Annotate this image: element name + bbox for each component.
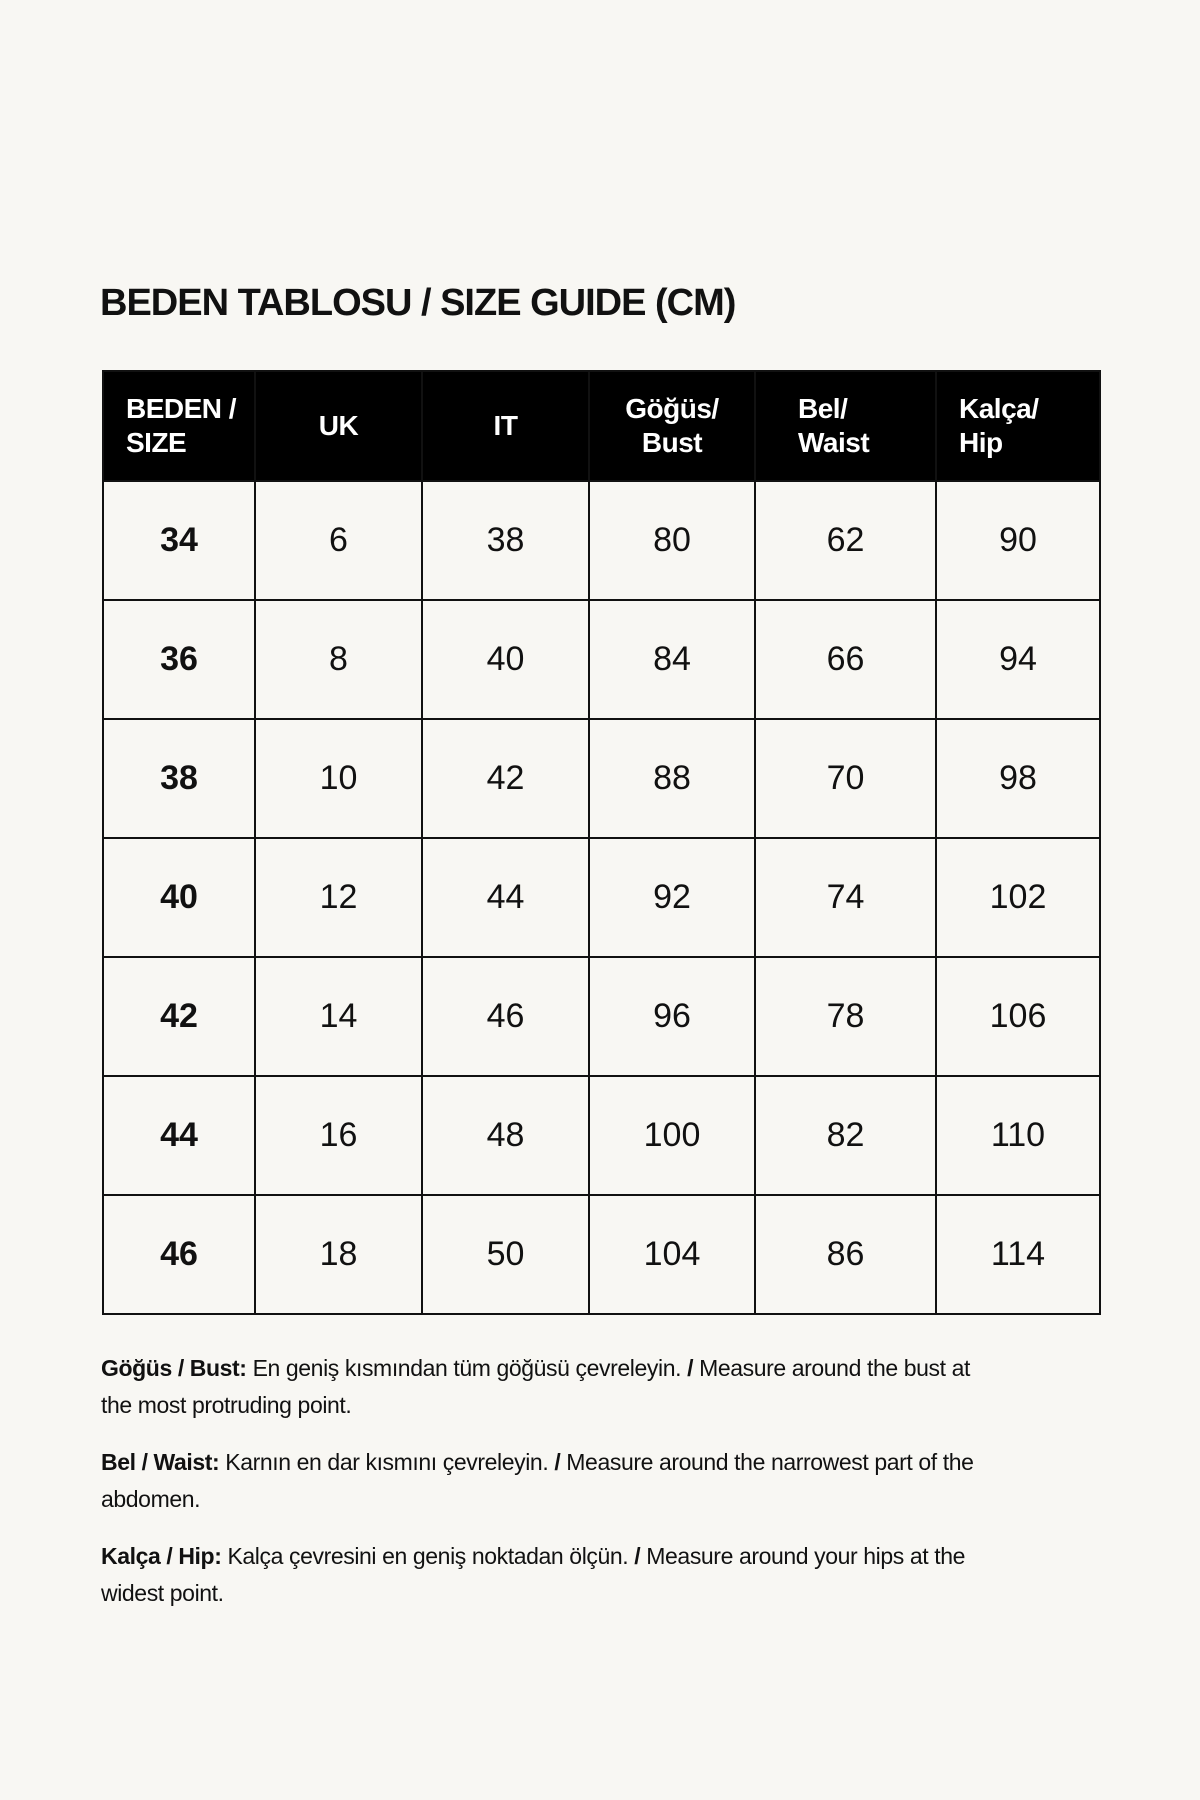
cell-waist: 82 [754,1075,937,1196]
header-line: BEDEN / [126,393,237,424]
table-row: 42 14 46 96 78 106 [102,956,1101,1077]
note-label: Bel / Waist: [101,1449,220,1475]
cell-bust: 88 [588,718,756,839]
cell-waist: 70 [754,718,937,839]
note-label: Göğüs / Bust: [101,1355,247,1381]
header-line: UK [318,410,359,441]
note-sep: / [687,1355,694,1381]
cell-it: 42 [421,718,590,839]
table-row: 46 18 50 104 86 114 [102,1194,1101,1315]
cell-uk: 6 [254,480,423,601]
cell-waist: 78 [754,956,937,1077]
cell-waist: 62 [754,480,937,601]
cell-bust: 100 [588,1075,756,1196]
cell-size: 46 [102,1194,256,1315]
note-sep: / [554,1449,561,1475]
cell-hip: 102 [935,837,1101,958]
table-header-row: BEDEN / SIZE UK IT Göğüs/Bust Bel/Waist Kalça/… [102,370,1101,482]
cell-it: 38 [421,480,590,601]
note-waist: Bel / Waist: Karnın en dar kısmını çevre… [101,1444,1001,1518]
cell-bust: 84 [588,599,756,720]
note-en: Measure around the narrowest part of the… [101,1449,974,1512]
header-line: Waist [798,427,870,458]
note-hip: Kalça / Hip: Kalça çevresini en geniş no… [101,1538,1001,1612]
header-line: Bust [641,427,703,458]
note-tr: Kalça çevresini en geniş noktadan ölçün. [221,1543,635,1569]
measurement-notes: Göğüs / Bust: En geniş kısmından tüm göğ… [101,1350,1001,1632]
column-header-bust: Göğüs/Bust [588,370,756,482]
cell-size: 40 [102,837,256,958]
cell-waist: 66 [754,599,937,720]
column-header-hip: Kalça/Hip [935,370,1101,482]
table-row: 36 8 40 84 66 94 [102,599,1101,720]
header-line: Kalça/ [959,393,1039,424]
cell-uk: 14 [254,956,423,1077]
cell-bust: 92 [588,837,756,958]
cell-uk: 18 [254,1194,423,1315]
cell-uk: 12 [254,837,423,958]
note-tr: En geniş kısmından tüm göğüsü çevreleyin… [246,1355,688,1381]
table-body: 34 6 38 80 62 90 36 8 40 84 66 94 38 10 42 88 70 98 40 12 44… [102,480,1101,1315]
cell-size: 36 [102,599,256,720]
column-header-it: IT [421,370,590,482]
header-line: Göğüs/ [625,393,719,424]
column-header-uk: UK [254,370,423,482]
page-title: BEDEN TABLOSU / SIZE GUIDE (CM) [100,282,736,324]
note-en: Measure around the bust at the most prot… [101,1355,970,1418]
header-line: Bel/ [798,393,848,424]
column-header-size: BEDEN / SIZE [102,370,256,482]
cell-it: 40 [421,599,590,720]
table-row: 40 12 44 92 74 102 [102,837,1101,958]
size-table: BEDEN / SIZE UK IT Göğüs/Bust Bel/Waist Kalça/… [102,370,1101,1315]
cell-hip: 90 [935,480,1101,601]
table-row: 34 6 38 80 62 90 [102,480,1101,601]
cell-hip: 94 [935,599,1101,720]
cell-uk: 16 [254,1075,423,1196]
cell-bust: 104 [588,1194,756,1315]
cell-hip: 98 [935,718,1101,839]
cell-it: 48 [421,1075,590,1196]
cell-size: 34 [102,480,256,601]
header-line: SIZE [126,427,187,458]
cell-it: 44 [421,837,590,958]
cell-hip: 114 [935,1194,1101,1315]
cell-bust: 80 [588,480,756,601]
note-label: Kalça / Hip: [101,1543,222,1569]
header-line: Hip [959,427,1003,458]
cell-size: 38 [102,718,256,839]
cell-size: 42 [102,956,256,1077]
cell-size: 44 [102,1075,256,1196]
note-sep: / [634,1543,641,1569]
cell-it: 50 [421,1194,590,1315]
cell-bust: 96 [588,956,756,1077]
column-header-waist: Bel/Waist [754,370,937,482]
cell-uk: 10 [254,718,423,839]
note-en: Measure around your hips at the widest p… [101,1543,966,1606]
cell-it: 46 [421,956,590,1077]
note-tr: Karnın en dar kısmını çevreleyin. [219,1449,555,1475]
note-bust: Göğüs / Bust: En geniş kısmından tüm göğ… [101,1350,1001,1424]
cell-hip: 110 [935,1075,1101,1196]
table-row: 44 16 48 100 82 110 [102,1075,1101,1196]
header-line: IT [493,410,518,441]
cell-waist: 86 [754,1194,937,1315]
cell-hip: 106 [935,956,1101,1077]
cell-waist: 74 [754,837,937,958]
table-row: 38 10 42 88 70 98 [102,718,1101,839]
cell-uk: 8 [254,599,423,720]
